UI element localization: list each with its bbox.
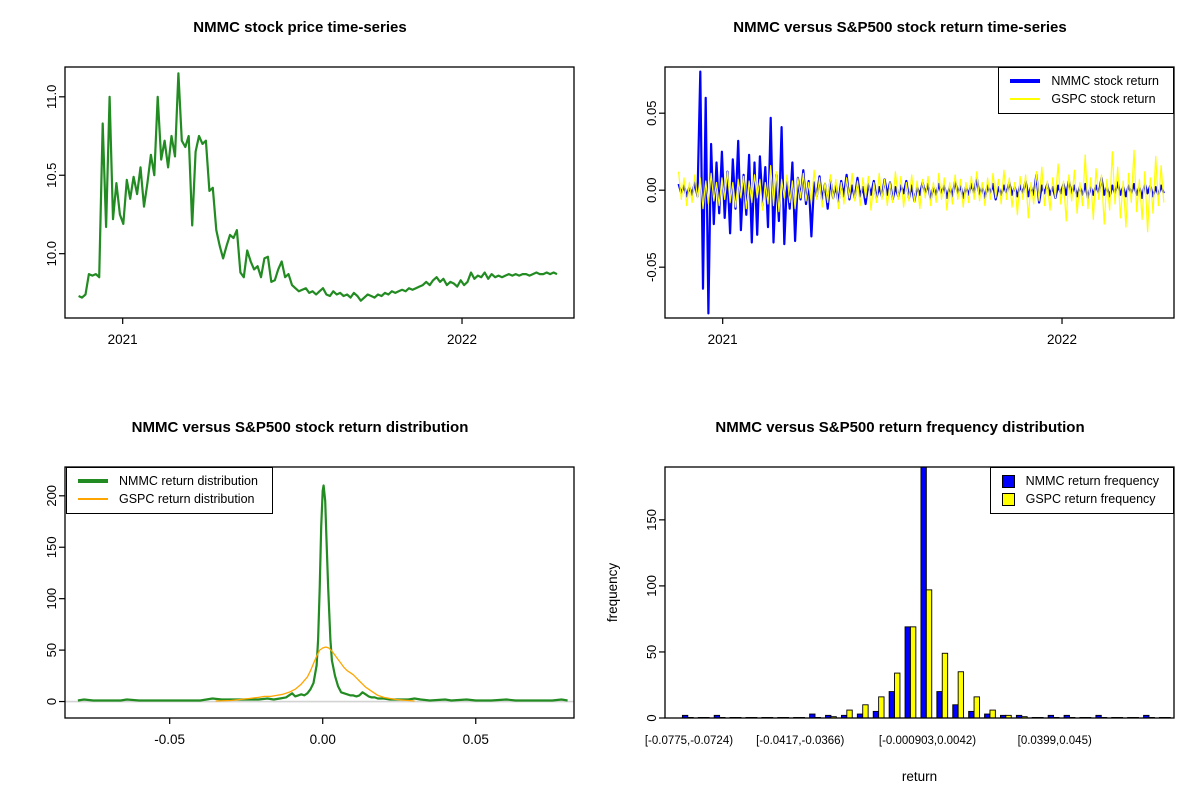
svg-text:2022: 2022 [1047,332,1077,347]
svg-text:return: return [902,769,937,784]
price-timeseries-plot: 2021 2022 10.0 10.5 11.0 [44,66,575,347]
svg-text:200: 200 [44,485,59,507]
legend-row-gspc-density: GSPC return distribution [78,492,258,506]
return-frequency-legend: NMMC return frequency GSPC return freque… [989,467,1174,514]
legend-row-gspc-frequency: GSPC return frequency [1001,492,1159,506]
nmmc-frequency-square-swatch [1001,474,1015,488]
gspc-frequency-square-swatch [1001,492,1015,506]
frequency-chart-title: NMMC versus S&P500 return frequency dist… [715,419,1085,436]
svg-text:0.05: 0.05 [463,732,489,747]
svg-text:[-0.000903,0.0042): [-0.000903,0.0042) [879,735,976,747]
legend-row-nmmc-frequency: NMMC return frequency [1001,474,1159,488]
panel-return-frequency: NMMC versus S&P500 return frequency dist… [600,400,1200,800]
svg-text:2021: 2021 [108,332,138,347]
svg-text:2021: 2021 [708,332,738,347]
price-chart-title: NMMC stock price time-series [193,19,407,36]
nmmc-return-line-swatch [1010,79,1041,83]
legend-label-nmmc-return: NMMC stock return [1051,74,1159,88]
legend-label-gspc-frequency: GSPC return frequency [1025,492,1156,506]
svg-text:0.05: 0.05 [644,101,659,126]
gspc-return-line-swatch [1010,98,1041,100]
svg-text:100: 100 [44,588,59,610]
distribution-chart-title: NMMC versus S&P500 stock return distribu… [131,419,469,436]
svg-text:0.00: 0.00 [644,178,659,203]
return-timeseries-legend: NMMC stock return GSPC stock return [998,67,1174,114]
svg-text:[-0.0775,-0.0724): [-0.0775,-0.0724) [645,735,733,747]
legend-row-gspc-return: GSPC stock return [1010,92,1159,106]
return-frequency-plot: 0 50 100 150 [-0.0775,-0.0724) [-0.0417,-0.03… [605,466,1175,784]
svg-text:50: 50 [44,643,59,657]
svg-text:-0.05: -0.05 [644,252,659,282]
svg-text:frequency: frequency [605,563,620,623]
svg-text:50: 50 [644,645,659,659]
svg-text:150: 150 [44,536,59,558]
panel-return-timeseries: NMMC versus S&P500 stock return time-ser… [600,0,1200,400]
gspc-density-line-swatch [78,498,108,500]
svg-text:0: 0 [644,714,659,721]
panel-price-timeseries: NMMC stock price time-series 2021 2022 10.… [0,0,600,400]
svg-text:10.0: 10.0 [44,241,59,266]
return-timeseries-plot: 2021 2022 -0.05 0.00 0.05 [644,66,1175,347]
svg-text:[-0.0417,-0.0366): [-0.0417,-0.0366) [756,735,844,747]
svg-text:100: 100 [644,575,659,597]
legend-label-nmmc-density: NMMC return distribution [119,474,258,488]
svg-text:11.0: 11.0 [44,85,59,109]
legend-row-nmmc-density: NMMC return distribution [78,474,258,488]
legend-label-gspc-return: GSPC stock return [1051,92,1156,106]
svg-text:2022: 2022 [447,332,477,347]
return-distribution-legend: NMMC return distribution GSPC return dis… [66,467,273,514]
svg-text:[0.0399,0.045): [0.0399,0.045) [1018,735,1092,747]
svg-text:10.5: 10.5 [44,163,59,188]
returns-chart-title: NMMC versus S&P500 stock return time-ser… [733,19,1067,36]
return-distribution-plot: -0.05 0.00 0.05 0 50 100 150 200 [44,466,575,747]
svg-text:0.00: 0.00 [310,732,336,747]
svg-text:-0.05: -0.05 [154,732,185,747]
legend-label-gspc-density: GSPC return distribution [119,492,255,506]
svg-text:150: 150 [644,509,659,531]
panel-return-distribution: NMMC versus S&P500 stock return distribu… [0,400,600,800]
svg-text:0: 0 [44,698,59,705]
nmmc-density-line-swatch [78,479,108,483]
legend-label-nmmc-frequency: NMMC return frequency [1025,474,1159,488]
legend-row-nmmc-return: NMMC stock return [1010,74,1159,88]
